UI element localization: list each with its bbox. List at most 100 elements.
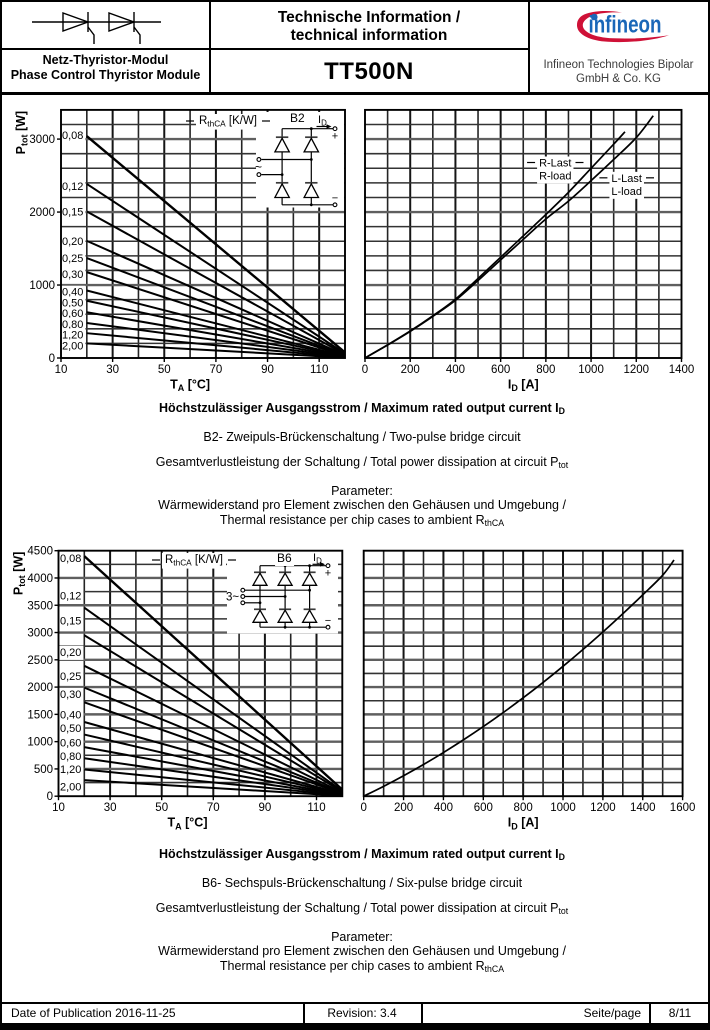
x-tick-label: 110 bbox=[310, 364, 328, 376]
infineon-logo: infineon bbox=[576, 11, 669, 43]
curve-output-current-curve bbox=[363, 559, 675, 797]
corner-label: RthCA​ [K/W] bbox=[185, 114, 271, 130]
fan-line-label: 0,12 bbox=[62, 181, 83, 193]
x-tick-label: 90 bbox=[259, 802, 272, 814]
y-axis-title: Ptot​ [W] bbox=[14, 111, 30, 154]
fan-line-0,80 bbox=[86, 321, 346, 359]
chart-text: R-load bbox=[539, 171, 571, 183]
x-tick-label: 600 bbox=[491, 364, 510, 376]
label-background bbox=[58, 736, 84, 751]
fan-line-0,20 bbox=[86, 239, 346, 356]
y-tick-label: 2000 bbox=[29, 207, 55, 219]
x-tick-label: 30 bbox=[104, 802, 117, 814]
x-tick-label: 0 bbox=[360, 802, 366, 814]
label-background bbox=[60, 180, 86, 195]
x-tick-label: 800 bbox=[536, 364, 555, 376]
inset-circuit-name: B2 bbox=[290, 111, 305, 125]
section-line: Parameter: bbox=[331, 484, 393, 498]
section-heading: Höchstzulässiger Ausgangsstrom / Maximum… bbox=[159, 847, 565, 863]
x-tick-label: 1000 bbox=[578, 364, 604, 376]
document-title-en: technical information bbox=[290, 27, 448, 44]
fan-line-0,60 bbox=[84, 746, 343, 796]
fan-line-label: 0,15 bbox=[62, 206, 83, 218]
fan-line-0,08 bbox=[83, 555, 344, 791]
product-family-en: Phase Control Thyristor Module bbox=[10, 67, 201, 82]
fan-line-0,60 bbox=[86, 311, 346, 358]
label-background bbox=[60, 252, 86, 267]
gridlines bbox=[365, 109, 682, 358]
section-line: Gesamtverlustleistung der Schaltung / To… bbox=[155, 455, 569, 471]
y-tick-label: 0 bbox=[47, 791, 53, 803]
inset-circuit-name: B6 bbox=[277, 551, 292, 565]
label-background bbox=[60, 339, 86, 354]
y-tick-label: 4500 bbox=[27, 546, 53, 558]
fan-line-0,08 bbox=[86, 135, 346, 354]
plot-frame bbox=[60, 108, 346, 359]
fan-line-label: 0,12 bbox=[60, 591, 81, 603]
x-tick-label: 70 bbox=[210, 364, 223, 376]
fan-line-1,20 bbox=[84, 768, 343, 797]
label-background bbox=[58, 669, 84, 684]
x-tick-label: 110 bbox=[307, 802, 325, 814]
fan-line-0,40 bbox=[84, 721, 343, 796]
label-background bbox=[537, 169, 574, 184]
y-axis-title: Ptot​ [W] bbox=[12, 552, 28, 595]
rthca-unit-label: RthCA​ [K/W] bbox=[199, 115, 257, 129]
inset-current-label: ID​ bbox=[318, 114, 327, 128]
circuit-inset-B6: B6 ID​+ − 3~ bbox=[226, 550, 338, 634]
plot-frame bbox=[57, 549, 344, 798]
label-background bbox=[58, 780, 84, 795]
label-background bbox=[195, 114, 261, 130]
section-line: Gesamtverlustleistung der Schaltung / To… bbox=[155, 901, 569, 917]
company-name: Infineon Technologies Bipolar GmbH & Co.… bbox=[527, 59, 708, 86]
fan-line-label: 0,60 bbox=[62, 308, 83, 320]
fan-line-label: 0,80 bbox=[60, 751, 81, 763]
fan-line-label: 0,30 bbox=[62, 269, 83, 281]
x-axis-title: TA​ [°C] bbox=[170, 378, 210, 394]
curve-r-last-r-load bbox=[364, 131, 626, 359]
document-title: Technische Information / technical infor… bbox=[210, 9, 528, 45]
chart-tl: B2 ID​ + − ~0,08 0,12 0,15 0,20 0,25 0,30 0,400,50… bbox=[14, 108, 346, 394]
x-tick-label: 50 bbox=[155, 802, 168, 814]
label-background bbox=[60, 328, 86, 343]
data-curves bbox=[363, 559, 675, 797]
footer-top-border bbox=[2, 1002, 708, 1004]
x-tick-label: 800 bbox=[514, 802, 533, 814]
section-heading: Höchstzulässiger Ausgangsstrom / Maximum… bbox=[159, 401, 565, 417]
footer-revision: Revision: 3.4 bbox=[327, 1006, 397, 1020]
x-tick-label: 200 bbox=[401, 364, 420, 376]
label-background bbox=[58, 708, 84, 723]
document-title-de: Technische Information / bbox=[277, 9, 461, 26]
y-tick-label: 1000 bbox=[29, 280, 55, 292]
x-tick-label: 1200 bbox=[623, 364, 649, 376]
label-background bbox=[58, 551, 84, 566]
label-background bbox=[287, 110, 307, 126]
section-line: B6- Sechspuls-Brückenschaltung / Six-pul… bbox=[201, 876, 523, 890]
header-col-divider-1 bbox=[208, 2, 211, 92]
fan-line-0,12 bbox=[86, 183, 346, 355]
section-line: Thermal resistance per chip cases to amb… bbox=[219, 513, 505, 529]
fan-line-0,50 bbox=[84, 733, 343, 796]
axes: 10 30 50 70 90 110 0 500 1000 1500 2000 2500 3000 350… bbox=[12, 546, 326, 832]
label-background bbox=[60, 285, 86, 300]
label-background bbox=[58, 687, 84, 702]
gridlines bbox=[363, 550, 683, 797]
chart-text: R-Last bbox=[539, 158, 571, 170]
inset-minus-label: − bbox=[325, 615, 331, 627]
label-background bbox=[60, 205, 86, 220]
section-line: Parameter: bbox=[331, 930, 393, 944]
fan-line-0,15 bbox=[86, 210, 346, 356]
y-tick-label: 3000 bbox=[27, 628, 53, 640]
curve-l-last-l-load bbox=[364, 115, 654, 359]
company-name-line2: GmbH & Co. KG bbox=[576, 72, 661, 85]
x-tick-label: 600 bbox=[474, 802, 493, 814]
section-line: Wärmewiderstand pro Element zwischen den… bbox=[158, 944, 566, 958]
x-tick-label: 70 bbox=[207, 802, 220, 814]
fan-line-label: 2,00 bbox=[60, 782, 81, 794]
x-tick-label: 30 bbox=[106, 364, 119, 376]
